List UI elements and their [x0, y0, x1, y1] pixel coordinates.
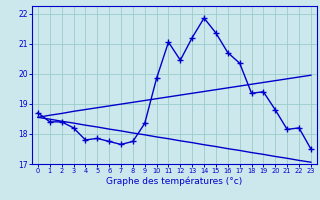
- X-axis label: Graphe des températures (°c): Graphe des températures (°c): [106, 177, 243, 186]
